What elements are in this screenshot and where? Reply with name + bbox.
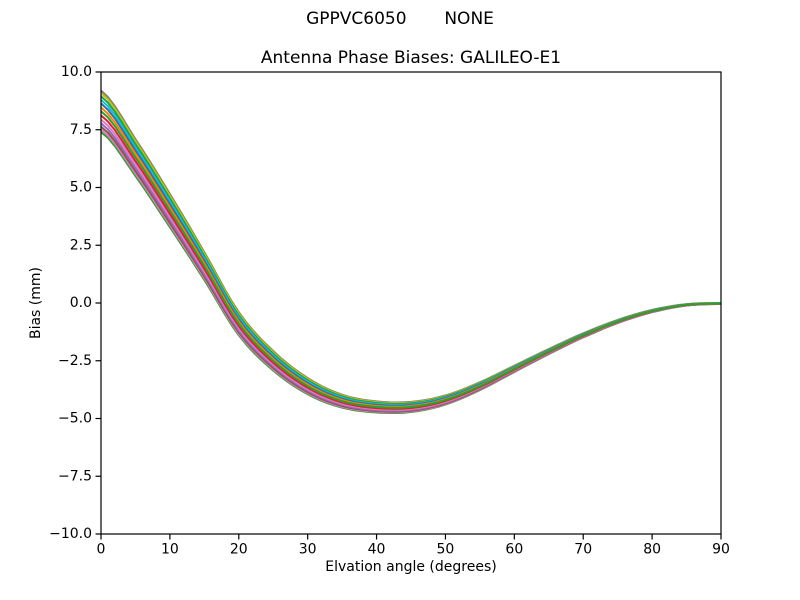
x-tick-label: 0 xyxy=(97,542,106,558)
y-tick-label: −7.5 xyxy=(58,468,92,484)
axes-spines xyxy=(100,71,722,535)
y-tick-label: 2.5 xyxy=(70,237,92,253)
bias-curve-line-03 xyxy=(100,128,722,414)
x-tick-label: 50 xyxy=(437,542,455,558)
figure-suptitle: GPPVC6050 NONE xyxy=(306,9,494,29)
bias-curve-line-02 xyxy=(100,131,722,414)
x-tick-label: 70 xyxy=(574,542,592,558)
x-tick-label: 30 xyxy=(299,542,317,558)
bias-curve-line-13 xyxy=(100,110,722,409)
y-tick-label: 7.5 xyxy=(70,122,92,138)
x-tick-label: 40 xyxy=(368,542,386,558)
y-tick-label: −5.0 xyxy=(58,411,92,427)
x-tick-label: 60 xyxy=(505,542,523,558)
y-tick-label: 0.0 xyxy=(70,295,92,311)
y-tick-label: −2.5 xyxy=(58,353,92,369)
y-axis-label: Bias (mm) xyxy=(28,266,44,340)
axes-title: Antenna Phase Biases: GALILEO-E1 xyxy=(260,48,562,68)
x-tick-label: 20 xyxy=(230,542,248,558)
x-tick-label: 10 xyxy=(161,542,179,558)
y-tick-label: −10.0 xyxy=(49,526,92,542)
x-axis-label: Elvation angle (degrees) xyxy=(325,559,497,575)
x-tick-label: 80 xyxy=(643,542,661,558)
bias-curve-line-05 xyxy=(100,125,722,413)
y-tick-label: 10.0 xyxy=(61,64,92,80)
y-tick-label: 5.0 xyxy=(70,180,92,196)
bias-curve-line-07 xyxy=(100,122,722,412)
x-tick-label: 90 xyxy=(712,542,730,558)
